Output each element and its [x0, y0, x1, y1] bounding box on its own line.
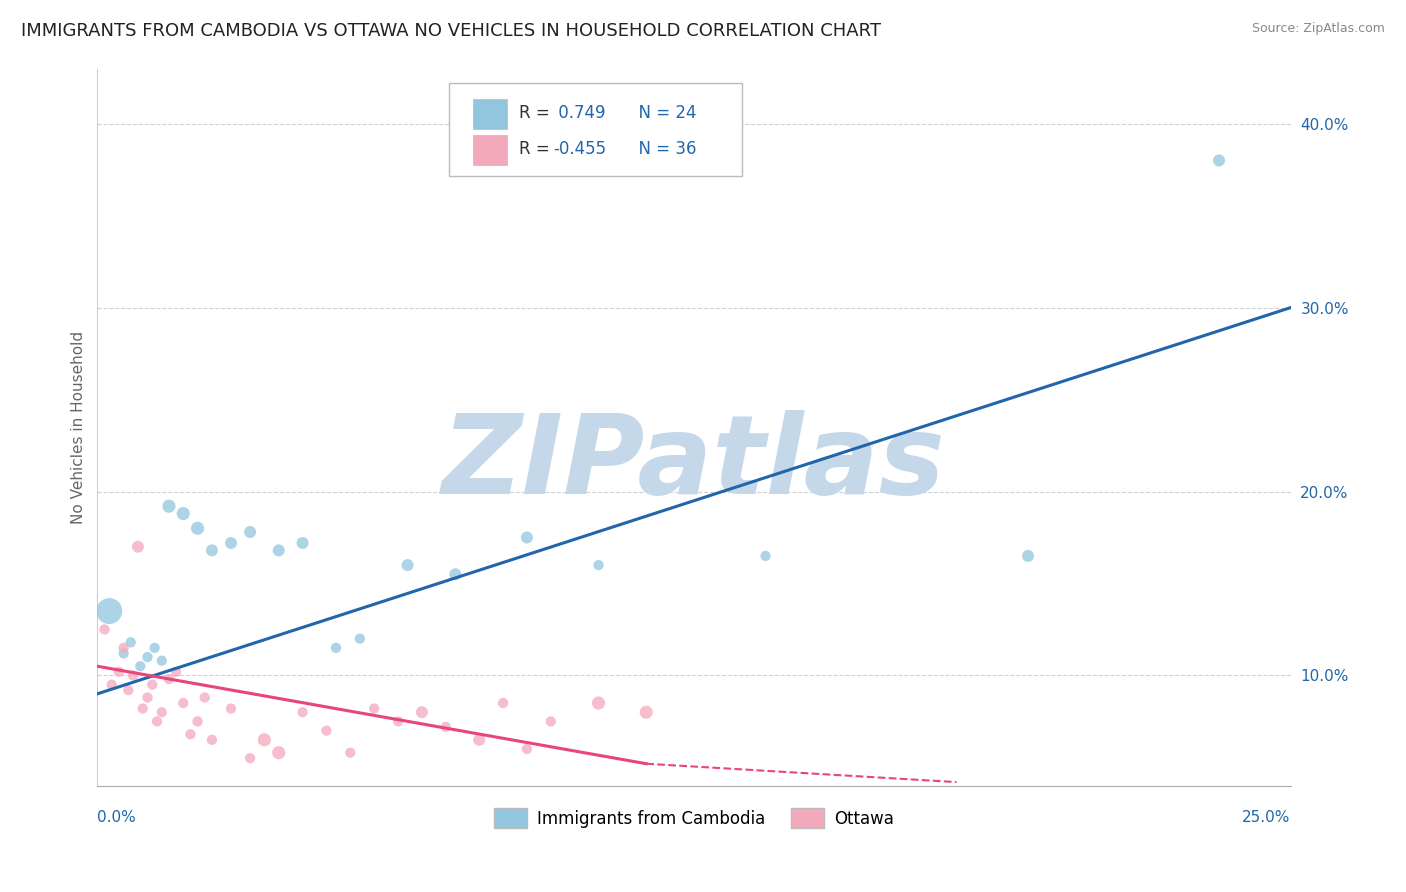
Text: -0.455: -0.455: [553, 140, 606, 158]
Legend: Immigrants from Cambodia, Ottawa: Immigrants from Cambodia, Ottawa: [488, 801, 900, 835]
Point: [172, 507, 194, 521]
Point: [444, 567, 467, 582]
Point: [219, 701, 242, 715]
Point: [172, 696, 194, 710]
Point: [239, 751, 262, 765]
Point: [117, 683, 139, 698]
FancyBboxPatch shape: [474, 135, 506, 165]
Point: [194, 690, 217, 705]
Point: [267, 746, 290, 760]
Text: N = 36: N = 36: [628, 140, 697, 158]
Point: [165, 665, 187, 679]
Point: [588, 558, 610, 573]
Point: [201, 732, 224, 747]
Text: 25.0%: 25.0%: [1243, 810, 1291, 824]
Point: [201, 543, 224, 558]
Point: [291, 705, 314, 719]
Point: [540, 714, 562, 729]
Point: [315, 723, 337, 738]
Point: [120, 635, 142, 649]
Point: [143, 640, 166, 655]
Point: [150, 654, 173, 668]
Point: [349, 632, 371, 646]
Point: [363, 701, 385, 715]
Point: [411, 705, 433, 719]
Point: [755, 549, 778, 563]
Point: [1017, 549, 1039, 563]
Point: [179, 727, 201, 741]
Point: [325, 640, 347, 655]
Text: ZIPatlas: ZIPatlas: [441, 409, 946, 516]
Point: [267, 543, 290, 558]
Point: [112, 646, 135, 660]
Text: Source: ZipAtlas.com: Source: ZipAtlas.com: [1251, 22, 1385, 36]
Point: [387, 714, 409, 729]
Point: [291, 536, 314, 550]
Point: [157, 500, 180, 514]
Point: [468, 732, 491, 747]
Point: [187, 714, 209, 729]
Point: [136, 650, 159, 665]
Text: N = 24: N = 24: [628, 104, 697, 122]
Point: [100, 678, 122, 692]
Point: [141, 678, 163, 692]
Point: [492, 696, 515, 710]
Point: [157, 672, 180, 686]
FancyBboxPatch shape: [450, 83, 742, 176]
Point: [1208, 153, 1230, 168]
Point: [396, 558, 419, 573]
Text: 0.0%: 0.0%: [97, 810, 136, 824]
Point: [187, 521, 209, 535]
Point: [127, 540, 149, 554]
Point: [434, 720, 457, 734]
Point: [253, 732, 276, 747]
Point: [516, 531, 538, 545]
FancyBboxPatch shape: [474, 99, 506, 128]
Point: [129, 659, 152, 673]
Text: IMMIGRANTS FROM CAMBODIA VS OTTAWA NO VEHICLES IN HOUSEHOLD CORRELATION CHART: IMMIGRANTS FROM CAMBODIA VS OTTAWA NO VE…: [21, 22, 882, 40]
Point: [122, 668, 145, 682]
Point: [516, 742, 538, 756]
Point: [588, 696, 610, 710]
Point: [136, 690, 159, 705]
Point: [636, 705, 658, 719]
Point: [93, 623, 115, 637]
Point: [339, 746, 361, 760]
Point: [112, 640, 135, 655]
Point: [219, 536, 242, 550]
Point: [108, 665, 131, 679]
Text: R =: R =: [519, 104, 554, 122]
Y-axis label: No Vehicles in Household: No Vehicles in Household: [72, 331, 86, 524]
Point: [150, 705, 173, 719]
Point: [239, 524, 262, 539]
Point: [146, 714, 169, 729]
Point: [131, 701, 153, 715]
Text: R =: R =: [519, 140, 554, 158]
Text: 0.749: 0.749: [553, 104, 606, 122]
Point: [98, 604, 121, 618]
